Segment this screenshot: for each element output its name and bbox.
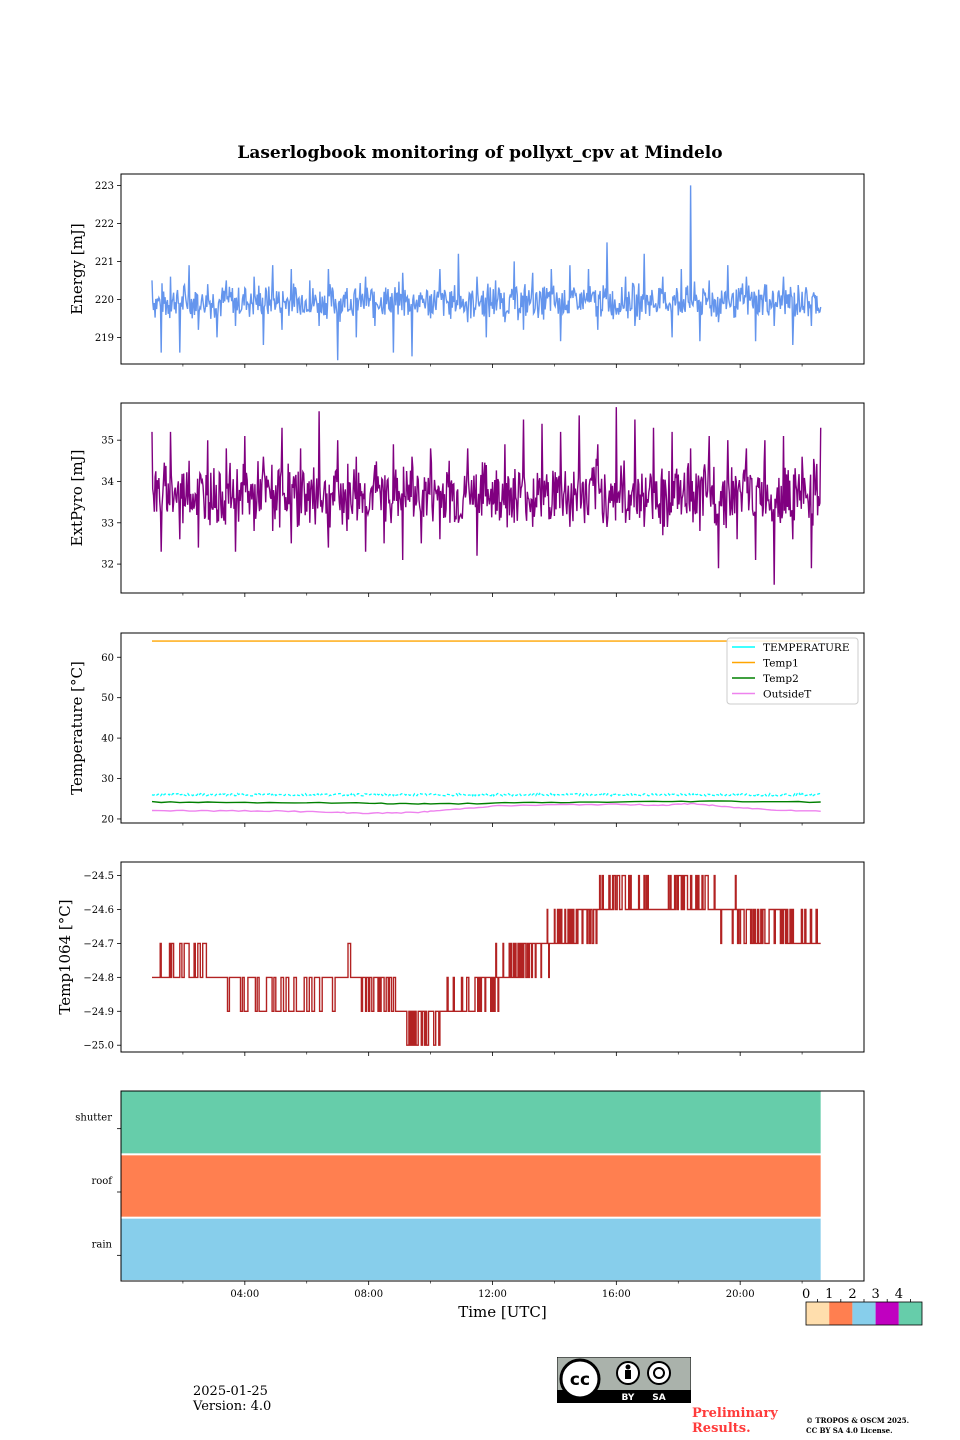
status-row-rain: [121, 1218, 821, 1280]
copyright-line-2: CC BY SA 4.0 License.: [806, 1426, 893, 1435]
series-line: [151, 407, 822, 585]
y-tick-label: −24.6: [83, 905, 114, 916]
series-line: [151, 185, 822, 361]
legend-label: TEMPERATURE: [763, 642, 850, 654]
preliminary-line-2: Results.: [692, 1421, 751, 1436]
y-tick-label: 35: [101, 436, 114, 447]
status-row-label: roof: [91, 1176, 113, 1187]
by-person-head-icon: [625, 1364, 631, 1370]
series-temp1064: [152, 874, 821, 1046]
colorbar-tick-label: 0: [802, 1287, 810, 1302]
y-tick-label: 20: [101, 814, 114, 825]
copyright-line-1: © TROPOS & OSCM 2025.: [806, 1416, 910, 1425]
sa-share-alike-icon: [647, 1361, 671, 1385]
y-tick-label: 222: [95, 219, 114, 230]
series-temperature: [151, 792, 822, 798]
colorbar-cell: [829, 1302, 853, 1325]
y-tick-label: 220: [95, 295, 114, 306]
y-tick-label: 221: [95, 257, 114, 268]
y-axis-label: ExtPyro [mJ]: [68, 450, 86, 547]
y-tick-label: 219: [95, 333, 114, 344]
y-tick-label: 32: [101, 560, 114, 571]
x-axis-label: Time [UTC]: [458, 1303, 547, 1321]
colorbar-frame: [805, 1301, 923, 1326]
y-tick-label: 40: [101, 734, 114, 745]
x-tick-label: 08:00: [354, 1289, 383, 1300]
cc-license-badge: cc BY SA: [557, 1357, 691, 1403]
cc-logo-text: cc: [570, 1370, 590, 1390]
temp1064-axes: [120, 861, 865, 1053]
colorbar-cell: [852, 1302, 876, 1325]
preliminary-note: Preliminary Results.: [692, 1406, 778, 1436]
cc-logo-icon: [559, 1358, 601, 1400]
copyright-note: © TROPOS & OSCM 2025. CC BY SA 4.0 Licen…: [806, 1416, 909, 1436]
colorbar-cell: [806, 1302, 830, 1325]
colorbar-tick-label: 4: [895, 1287, 903, 1302]
y-axis-label: Temp1064 [°C]: [56, 899, 74, 1014]
colorbar-tick-label: 3: [872, 1287, 880, 1302]
energy-axes: [120, 173, 865, 365]
y-axis-label: Temperature [°C]: [68, 661, 86, 795]
y-tick-label: 30: [101, 774, 114, 785]
x-tick-label: 04:00: [230, 1289, 259, 1300]
status-row-label: rain: [92, 1239, 113, 1250]
y-tick-label: 60: [101, 653, 114, 664]
colorbar-cell: [875, 1302, 899, 1325]
y-tick-label: 223: [95, 181, 114, 192]
cc-sa-label: SA: [652, 1393, 665, 1403]
colorbar-cell: [898, 1302, 922, 1325]
preliminary-line-1: Preliminary: [692, 1406, 778, 1421]
y-tick-label: −24.8: [83, 973, 114, 984]
series-temp2: [151, 800, 821, 805]
y-tick-label: −24.9: [83, 1007, 114, 1018]
y-tick-label: −25.0: [83, 1041, 114, 1052]
status-row-label: shutter: [75, 1113, 112, 1124]
status-row-roof: [121, 1155, 821, 1217]
x-tick-label: 20:00: [726, 1289, 755, 1300]
footer-date-block: 2025-01-25 Version: 4.0: [193, 1384, 271, 1414]
legend-label: Temp1: [763, 658, 799, 670]
legend-box: [726, 637, 859, 705]
x-tick-label: 16:00: [602, 1289, 631, 1300]
y-tick-label: 34: [101, 477, 114, 488]
y-tick-label: 33: [101, 518, 114, 529]
by-person-body-icon: [625, 1370, 631, 1379]
legend-label: Temp2: [763, 673, 799, 685]
status-row-shutter: [121, 1091, 821, 1154]
colorbar-tick-label: 2: [848, 1287, 856, 1302]
legend-label: OutsideT: [763, 689, 811, 701]
series-outsidet: [151, 802, 821, 815]
x-tick-label: 12:00: [478, 1289, 507, 1300]
y-tick-label: 50: [101, 693, 114, 704]
cc-by-label: BY: [622, 1393, 635, 1403]
y-tick-label: −24.7: [83, 939, 114, 950]
footer-date: 2025-01-25: [193, 1384, 268, 1399]
sa-arrow-icon: [653, 1367, 665, 1379]
chart-title: Laserlogbook monitoring of pollyxt_cpv a…: [237, 143, 722, 163]
y-axis-label: Energy [mJ]: [68, 223, 86, 314]
footer-version: Version: 4.0: [193, 1399, 272, 1414]
colorbar-tick-label: 1: [825, 1287, 833, 1302]
y-tick-label: −24.5: [83, 871, 114, 882]
